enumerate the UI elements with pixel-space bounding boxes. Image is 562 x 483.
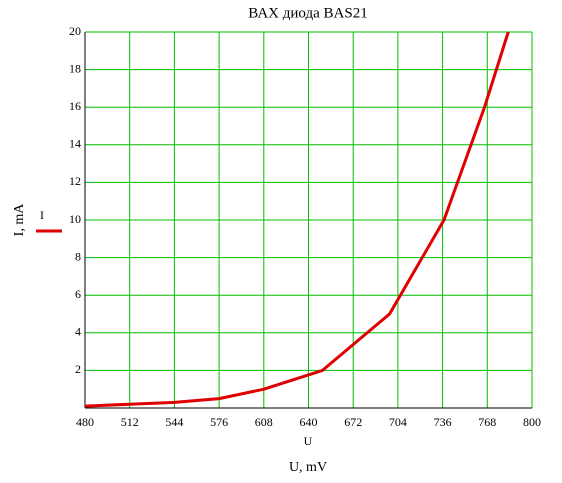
x-tick-label: 640 [300, 415, 318, 429]
x-axis-label: U [304, 434, 313, 448]
y-tick-label: 16 [69, 99, 81, 113]
x-tick-label: 672 [344, 415, 362, 429]
y-axis-title: I, mA [12, 203, 27, 237]
x-tick-label: 704 [389, 415, 407, 429]
x-tick-label: 800 [523, 415, 541, 429]
y-tick-label: 20 [69, 24, 81, 38]
data-line [84, 31, 510, 408]
y-tick-label: 18 [69, 61, 81, 75]
y-tick-label: 6 [75, 287, 81, 301]
legend-label: I [40, 208, 44, 222]
x-tick-label: 544 [165, 415, 183, 429]
x-tick-label: 512 [121, 415, 139, 429]
y-tick-label: 2 [75, 362, 81, 376]
x-tick-label: 576 [210, 415, 228, 429]
x-tick-label: 768 [478, 415, 496, 429]
chart-title: ВАХ диода BAS21 [248, 5, 367, 21]
y-tick-label: 14 [69, 137, 81, 151]
x-tick-label: 736 [434, 415, 452, 429]
y-tick-label: 10 [69, 212, 81, 226]
x-tick-label: 608 [255, 415, 273, 429]
y-tick-label: 4 [75, 325, 81, 339]
y-tick-label: 12 [69, 174, 81, 188]
x-axis-title: U, mV [289, 460, 327, 475]
x-tick-label: 480 [76, 415, 94, 429]
y-tick-label: 8 [75, 249, 81, 263]
